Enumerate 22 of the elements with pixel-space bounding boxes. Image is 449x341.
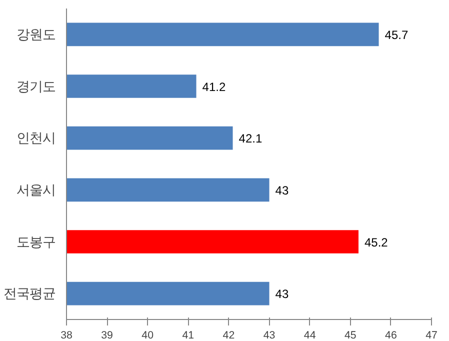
y-tick-label: 경기도	[16, 78, 56, 94]
x-tick-label: 41	[182, 330, 194, 341]
data-label: 42.1	[238, 132, 262, 146]
y-tick-label: 강원도	[16, 26, 56, 42]
y-tick-label: 서울시	[16, 182, 56, 198]
x-tick-label: 42	[222, 330, 235, 341]
x-tick-label: 38	[60, 330, 72, 341]
y-tick-label: 전국평균	[4, 286, 56, 302]
x-tick-label: 44	[304, 330, 316, 341]
data-label: 45.2	[364, 235, 388, 250]
data-label: 41.2	[202, 80, 226, 94]
data-label: 45.7	[384, 28, 408, 42]
y-tick-label: 도봉구	[16, 234, 56, 250]
data-label: 43	[275, 287, 289, 302]
x-tick-label: 45	[344, 330, 356, 341]
x-tick-label: 40	[142, 330, 154, 341]
x-tick-label: 39	[101, 330, 114, 341]
x-tick-label: 43	[263, 330, 276, 341]
x-tick-label: 46	[385, 330, 397, 341]
data-label: 43	[275, 183, 289, 198]
y-tick-label: 인천시	[16, 130, 56, 146]
x-tick-label: 47	[426, 330, 438, 341]
